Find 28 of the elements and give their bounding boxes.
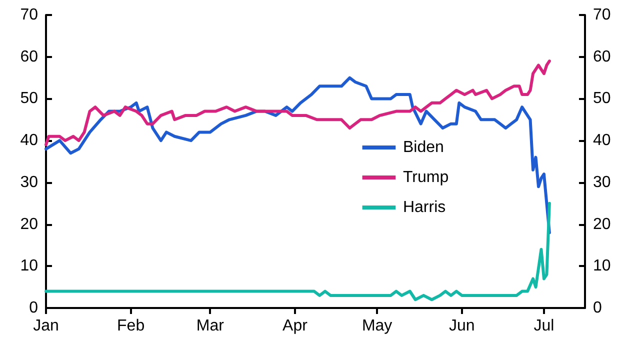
y2-tick-label: 70 [593,6,611,24]
x-tick-label: Jul [534,318,554,334]
y2-tick-label: 10 [593,258,611,275]
x-tick-label: Feb [117,318,145,334]
x-tick-label: Apr [282,318,308,334]
y-tick-label: 60 [20,48,38,66]
line-series [44,202,551,302]
y2-tick-label: 30 [593,174,611,191]
x-tick-label: Jun [448,318,475,334]
y2-tick-label: 20 [593,216,611,233]
y-tick-label: 50 [20,90,38,108]
x-tick-label: Jan [33,318,59,334]
legend-label: Biden [402,139,444,156]
y-tick-label: 30 [20,174,38,191]
y-tick-label: 10 [20,258,38,275]
y-tick-label: 70 [20,6,38,24]
y-tick-label: 0 [29,300,38,316]
y-tick-label: 20 [20,216,38,233]
line-series [44,76,551,234]
legend-label: Trump [402,169,449,186]
y2-tick-label: 60 [593,48,611,66]
legend-label: Harris [402,199,446,216]
x-tick-label: May [362,318,392,334]
y2-tick-label: 40 [593,132,611,150]
x-tick-label: Mar [196,318,225,334]
y2-tick-label: 0 [593,300,602,316]
y-tick-label: 40 [20,132,38,150]
y2-tick-label: 50 [593,90,611,108]
